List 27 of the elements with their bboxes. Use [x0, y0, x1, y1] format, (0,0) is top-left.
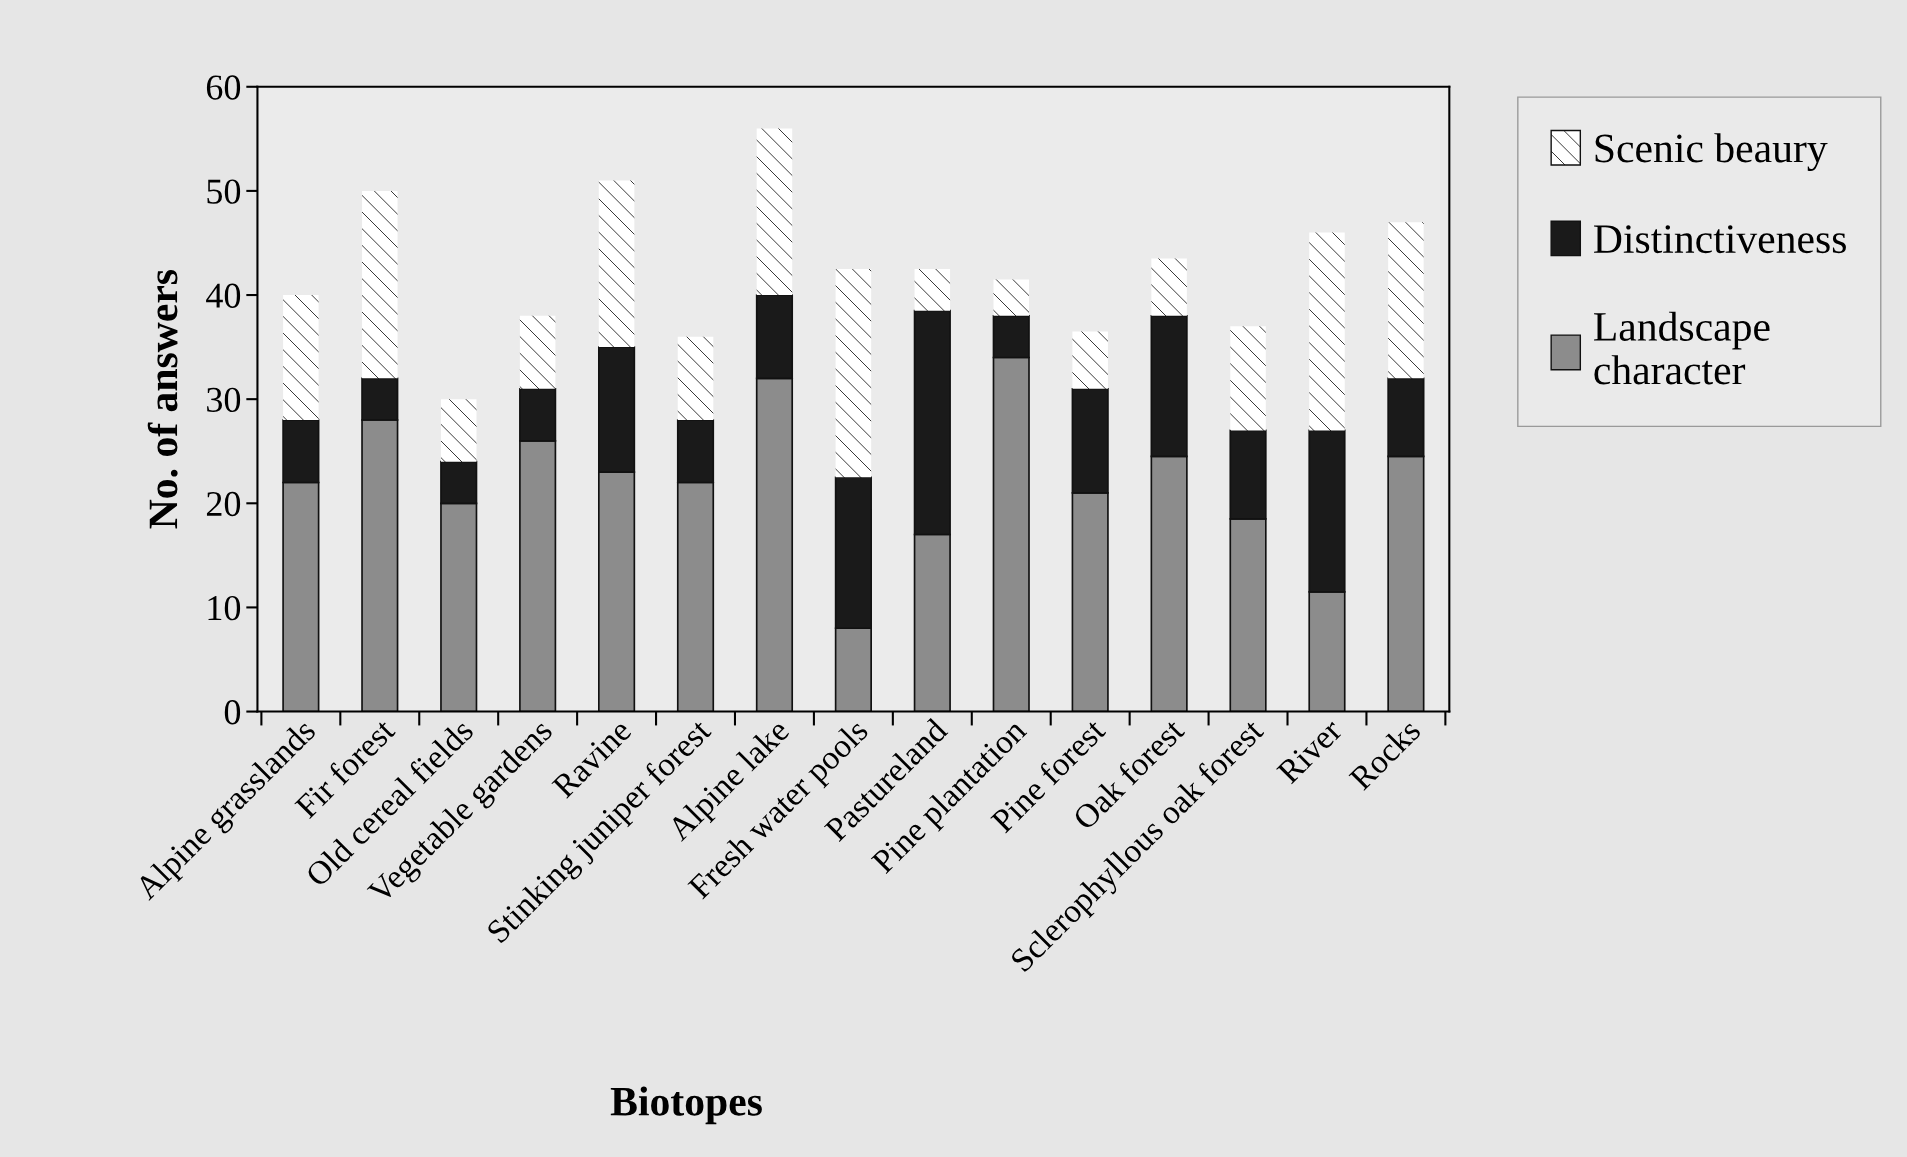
bar: [440, 399, 477, 462]
bar: [1072, 331, 1108, 389]
y-axis-title: No. of answers: [147, 269, 178, 529]
bar: [1151, 258, 1187, 316]
bar: [598, 180, 635, 348]
bar: [835, 269, 872, 478]
legend-label: Scenic beaury: [1595, 133, 1828, 172]
bar: [1309, 232, 1345, 431]
bar: [993, 279, 1030, 316]
bar: [756, 128, 793, 296]
y-tick-label: 40: [206, 283, 241, 308]
y-tick-label: 50: [207, 179, 241, 204]
bar: [519, 315, 556, 389]
bar: [362, 190, 398, 379]
y-tick-label: 30: [207, 387, 241, 413]
y-tick-label: 10: [208, 595, 241, 621]
legend-label: Distinctiveness: [1594, 225, 1846, 254]
x-axis-title: Biotopes: [610, 1086, 762, 1125]
bar: [1388, 222, 1424, 379]
bar: [677, 336, 714, 420]
legend-label: Landscape character: [1594, 311, 1770, 385]
bar: [283, 295, 319, 420]
y-tick-label: 60: [206, 75, 241, 100]
bar: [914, 269, 951, 311]
y-tick-label: 20: [206, 491, 241, 517]
y-tick-label: 0: [224, 700, 241, 725]
bar: [1230, 326, 1266, 431]
